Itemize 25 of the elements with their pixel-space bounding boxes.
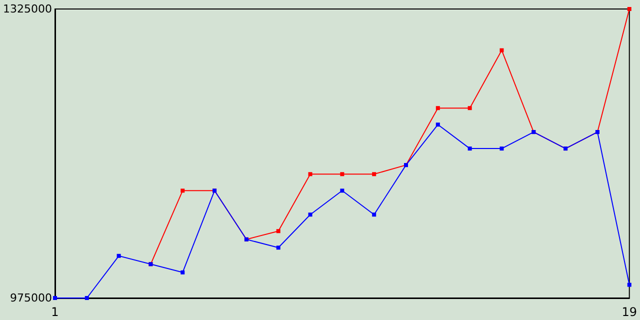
- point: [276, 246, 280, 250]
- y-tick-label: 975000: [10, 292, 52, 304]
- point: [627, 282, 632, 287]
- point: [436, 122, 440, 127]
- point: [308, 212, 312, 217]
- point: [84, 296, 89, 300]
- point: [372, 172, 376, 176]
- point: [52, 296, 57, 300]
- point: [116, 254, 121, 258]
- point: [340, 188, 344, 193]
- point: [627, 7, 632, 11]
- y-tick-label: 1325000: [2, 2, 52, 16]
- x-tick-label: 1: [51, 305, 59, 319]
- point: [500, 146, 504, 151]
- point: [180, 270, 185, 274]
- point: [308, 172, 312, 176]
- point: [276, 229, 280, 234]
- point: [468, 146, 472, 151]
- x-tick-label: 19: [622, 305, 638, 319]
- point: [340, 172, 344, 176]
- point: [436, 106, 440, 110]
- point: [180, 188, 185, 193]
- point: [372, 212, 376, 217]
- point: [500, 48, 504, 52]
- point: [468, 106, 472, 110]
